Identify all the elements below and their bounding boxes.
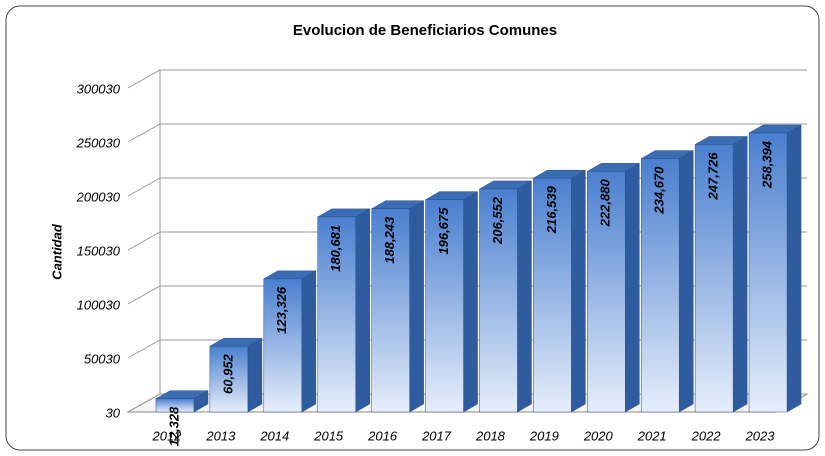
- x-tick-label: 2014: [259, 428, 289, 443]
- bar-side: [409, 200, 424, 413]
- bar: [748, 124, 802, 413]
- bar-front: [640, 158, 680, 413]
- bar-side: [732, 136, 748, 413]
- bar-front: [479, 188, 518, 413]
- value-label: 188,243: [382, 216, 397, 264]
- y-tick-label: 50030: [84, 351, 121, 366]
- bar-front: [425, 199, 464, 413]
- bar: [478, 180, 533, 413]
- x-tick-label: 2018: [475, 428, 506, 443]
- y-tick-label: 100030: [77, 297, 121, 312]
- value-label: 258,394: [759, 140, 774, 189]
- value-label: 180,681: [328, 225, 343, 272]
- grid-line: [127, 69, 807, 89]
- bar-side: [678, 150, 694, 413]
- bar-side: [571, 169, 586, 413]
- value-label: 123,326: [274, 286, 289, 334]
- bar-front: [317, 216, 356, 413]
- bar-front: [533, 177, 572, 413]
- bar: [694, 136, 749, 413]
- grid-line: [127, 123, 807, 143]
- y-tick-label: 300030: [77, 81, 121, 96]
- bar: [640, 150, 695, 413]
- bar: [262, 270, 317, 413]
- bar-side: [463, 191, 478, 413]
- bar: [586, 162, 641, 413]
- bar-front: [263, 278, 303, 413]
- x-tick-label: 2013: [205, 428, 236, 443]
- x-tick-label: 2023: [745, 428, 776, 443]
- y-tick-label: 30: [106, 405, 121, 420]
- value-label: 60,952: [220, 353, 235, 394]
- bar-front: [587, 171, 626, 413]
- bar-front: [209, 345, 249, 413]
- value-label: 12,328: [166, 406, 181, 447]
- bar: [532, 169, 587, 413]
- bar-side: [786, 124, 802, 413]
- bar: [155, 390, 209, 413]
- y-axis-label: Cantidad: [49, 223, 64, 280]
- bar-side: [355, 208, 370, 413]
- bar: [370, 200, 425, 413]
- y-tick-label: 150030: [77, 243, 121, 258]
- x-tick-label: 2017: [421, 428, 452, 443]
- bar-side: [301, 270, 317, 413]
- y-tick-label: 250030: [76, 135, 121, 150]
- value-label: 216,539: [544, 185, 559, 234]
- x-tick-label: 2012: [151, 428, 182, 443]
- y-tick-label: 200030: [76, 189, 121, 204]
- bar-side: [625, 162, 640, 413]
- chart-title: Evolucion de Beneficiarios Comunes: [293, 22, 557, 39]
- bar-front: [694, 144, 734, 413]
- x-tick-label: 2016: [367, 428, 398, 443]
- bar: [208, 337, 263, 413]
- value-label: 196,675: [436, 207, 451, 255]
- bar: [424, 191, 479, 413]
- bar-front: [155, 398, 195, 413]
- bar-side: [247, 337, 263, 413]
- value-label: 234,670: [652, 166, 667, 215]
- value-label: 206,552: [490, 196, 505, 245]
- value-label: 222,880: [598, 179, 613, 228]
- bar: [316, 208, 371, 413]
- x-tick-label: 2020: [583, 428, 614, 443]
- bar-front: [371, 208, 410, 413]
- x-tick-label: 2019: [529, 428, 559, 443]
- x-tick-label: 2022: [691, 428, 722, 443]
- x-tick-label: 2015: [313, 428, 344, 443]
- x-tick-label: 2021: [637, 428, 667, 443]
- bar-front: [748, 132, 788, 413]
- bar-side: [517, 180, 532, 413]
- value-label: 247,726: [706, 152, 721, 201]
